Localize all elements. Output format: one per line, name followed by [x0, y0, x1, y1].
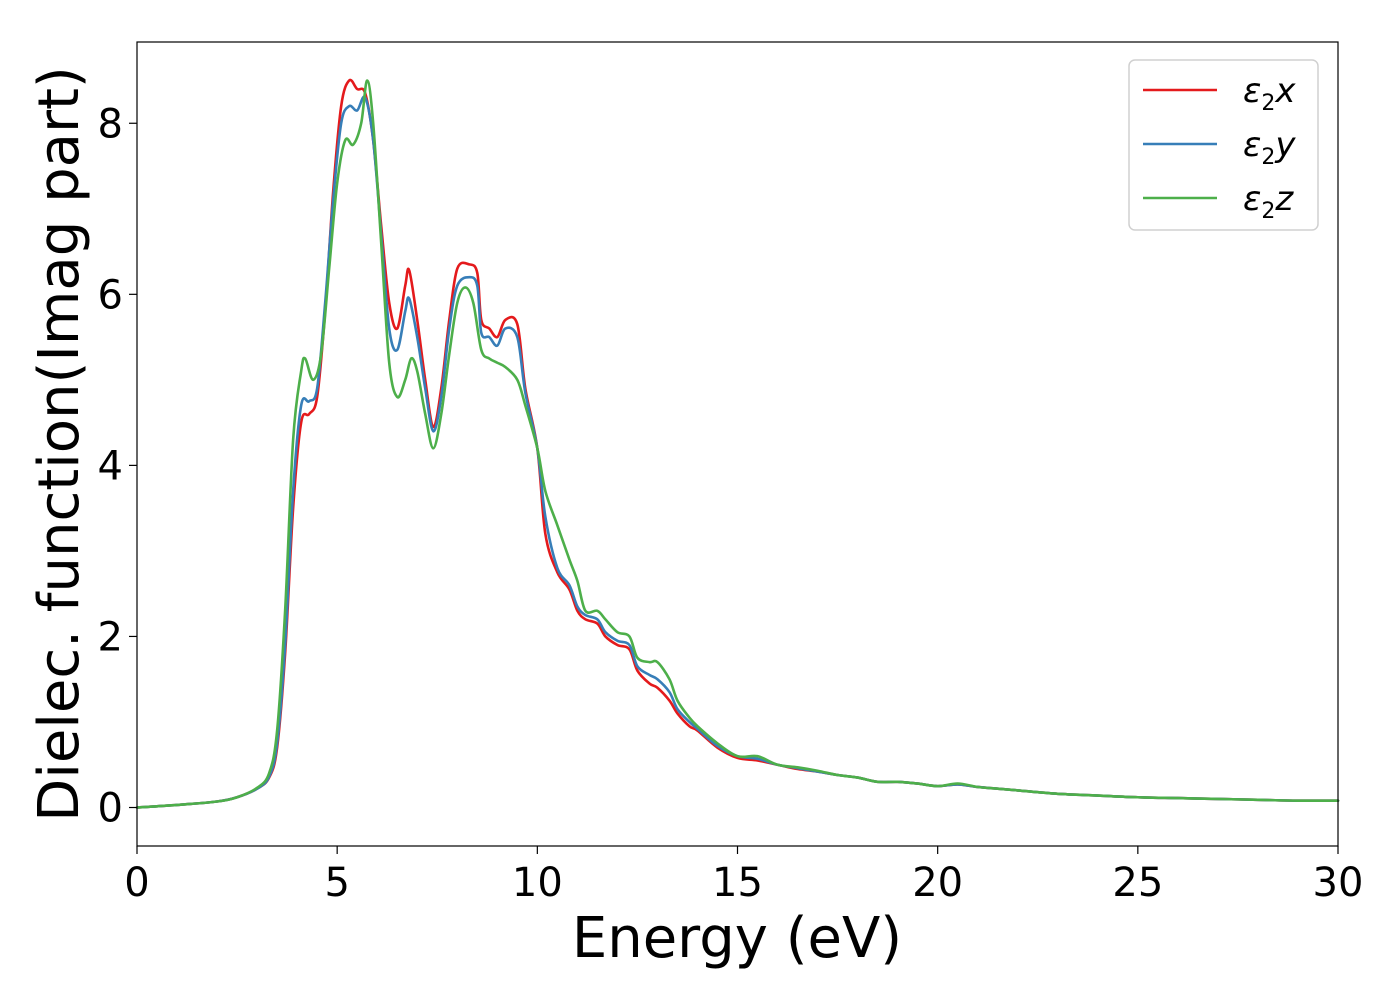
- legend: ε2x ε2y ε2z: [1128, 59, 1319, 231]
- plot-lines: [135, 78, 1340, 809]
- y-tick-label: 4: [98, 443, 123, 489]
- x-axis-ticks: 0 5 10 15 20 25 30: [124, 846, 1363, 906]
- x-tick-label: 10: [512, 860, 563, 906]
- x-tick-label: 15: [712, 860, 763, 906]
- x-tick-label: 0: [124, 860, 149, 906]
- x-axis-label: Energy (eV): [572, 906, 902, 971]
- legend-label-z: ε2z: [1243, 179, 1294, 224]
- y-tick-label: 8: [98, 101, 123, 147]
- legend-box: [1128, 59, 1319, 231]
- series-line-z: [135, 79, 1340, 809]
- y-axis-label: Dielec. function(Imag part): [27, 66, 92, 822]
- y-tick-label: 0: [98, 786, 123, 832]
- x-tick-label: 20: [912, 860, 963, 906]
- legend-label-y: ε2y: [1243, 125, 1296, 170]
- x-tick-label: 30: [1313, 860, 1364, 906]
- y-tick-label: 6: [98, 272, 123, 318]
- y-tick-label: 2: [98, 614, 123, 660]
- x-tick-label: 25: [1112, 860, 1163, 906]
- x-tick-label: 5: [324, 860, 349, 906]
- legend-label-x: ε2x: [1243, 71, 1296, 116]
- y-axis-ticks: 0 2 4 6 8: [98, 101, 137, 832]
